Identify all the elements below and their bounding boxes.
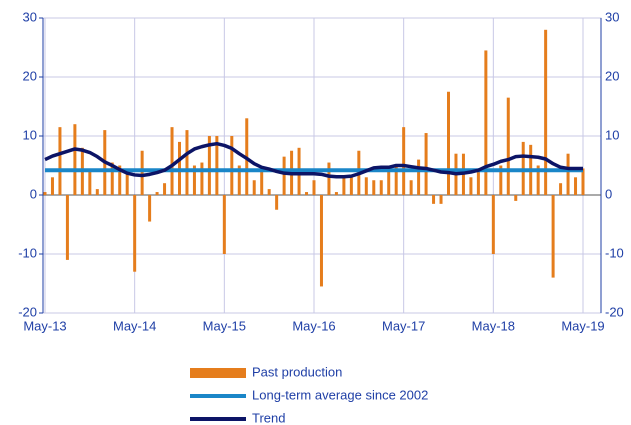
bar <box>95 189 99 195</box>
bar <box>192 165 196 195</box>
y2-tick-label: 20 <box>605 68 619 83</box>
bar <box>581 168 585 195</box>
bar <box>50 177 54 195</box>
bar <box>125 174 129 195</box>
bar <box>469 177 473 195</box>
legend-label: Trend <box>252 410 285 425</box>
y-tick-label: 0 <box>30 186 37 201</box>
bar <box>574 177 578 195</box>
bar <box>282 156 286 195</box>
bar <box>65 195 69 260</box>
y2-tick-label: -10 <box>605 245 624 260</box>
bar <box>185 130 189 195</box>
y-tick-label: 20 <box>23 68 37 83</box>
bar <box>237 165 241 195</box>
bar <box>312 180 316 195</box>
bar <box>207 136 211 195</box>
bar <box>327 162 331 195</box>
bar <box>476 171 480 195</box>
y-tick-label: -20 <box>18 304 37 319</box>
y2-tick-label: 30 <box>605 9 619 24</box>
bar <box>424 133 428 195</box>
y-tick-label: 10 <box>23 127 37 142</box>
x-tick-label: May-15 <box>203 318 246 333</box>
bar <box>432 195 436 204</box>
bar <box>551 195 555 278</box>
bar <box>447 91 450 195</box>
bar <box>559 183 563 195</box>
bar <box>252 180 256 195</box>
bar <box>148 195 152 222</box>
bar <box>170 127 174 195</box>
bar <box>319 195 323 287</box>
legend-swatch <box>190 368 246 378</box>
bar <box>536 165 540 195</box>
x-tick-label: May-19 <box>561 318 604 333</box>
bar <box>155 192 159 195</box>
x-tick-label: May-18 <box>472 318 515 333</box>
bar <box>484 50 488 196</box>
bar <box>118 165 122 195</box>
bar <box>439 195 443 204</box>
bar <box>409 180 413 195</box>
bar <box>88 171 92 195</box>
bar <box>417 159 421 195</box>
bar <box>43 192 47 195</box>
bar <box>364 177 368 195</box>
y2-tick-label: 0 <box>605 186 612 201</box>
bar <box>499 165 503 195</box>
bar <box>140 150 144 195</box>
y2-tick-label: 10 <box>605 127 619 142</box>
bar <box>342 177 346 195</box>
bar <box>200 162 204 195</box>
bar <box>267 189 271 195</box>
bar <box>133 195 137 272</box>
bar <box>544 29 548 195</box>
x-tick-label: May-17 <box>382 318 425 333</box>
bar <box>260 171 264 195</box>
bar <box>514 195 518 201</box>
bar <box>349 177 353 195</box>
bar <box>506 97 510 195</box>
bar <box>372 180 376 195</box>
x-tick-label: May-13 <box>23 318 66 333</box>
bar <box>58 127 62 195</box>
bar <box>275 195 279 210</box>
bar <box>566 153 570 195</box>
line-series <box>44 141 583 179</box>
bar <box>222 195 226 254</box>
bar <box>215 136 219 195</box>
y-tick-label: -10 <box>18 245 37 260</box>
bar <box>402 127 406 195</box>
bar <box>387 171 391 195</box>
y-tick-label: 30 <box>23 9 37 24</box>
legend-label: Past production <box>252 364 342 379</box>
bar <box>394 165 398 195</box>
bar <box>73 124 77 195</box>
bar <box>230 136 234 195</box>
bar <box>491 195 495 254</box>
legend-label: Long-term average since 2002 <box>252 387 428 402</box>
y2-tick-label: -20 <box>605 304 624 319</box>
x-tick-label: May-14 <box>113 318 156 333</box>
bar <box>334 192 338 195</box>
bar <box>305 192 309 195</box>
x-tick-label: May-16 <box>292 318 335 333</box>
bar <box>379 180 383 195</box>
bar <box>163 183 167 195</box>
bar <box>110 162 114 195</box>
